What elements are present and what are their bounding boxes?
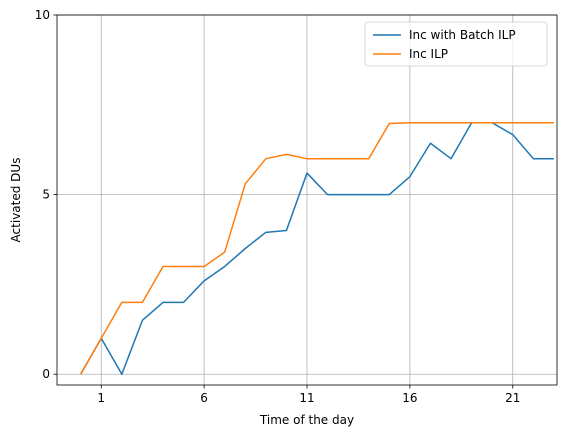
x-axis-label: Time of the day [259, 413, 354, 427]
legend-label: Inc with Batch ILP [409, 28, 516, 42]
x-tick-label: 11 [299, 391, 314, 405]
legend-label: Inc ILP [409, 47, 448, 61]
y-tick-label: 5 [42, 188, 50, 202]
x-tick-label: 16 [402, 391, 417, 405]
x-tick-label: 21 [505, 391, 520, 405]
series-layer [80, 122, 554, 375]
y-tick-label: 10 [35, 8, 50, 22]
x-tick-label: 6 [200, 391, 208, 405]
legend: Inc with Batch ILP Inc ILP [364, 21, 548, 67]
y-axis-label: Activated DUs [9, 158, 23, 243]
y-tick-label: 0 [42, 367, 50, 381]
legend-box [364, 21, 548, 67]
x-tick-label: 1 [97, 391, 105, 405]
series-line-2 [80, 122, 554, 375]
